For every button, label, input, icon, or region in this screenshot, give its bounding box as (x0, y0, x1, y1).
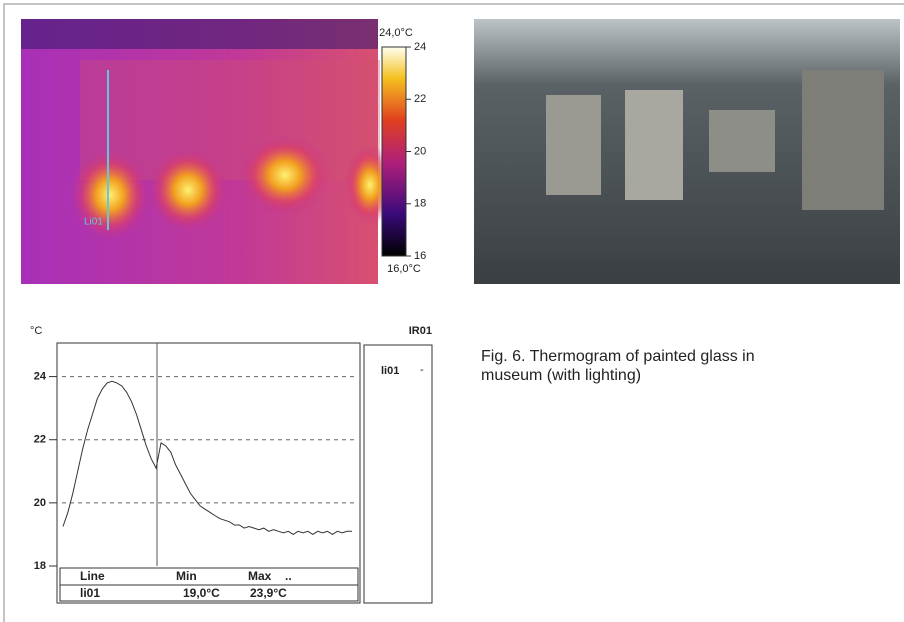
colorbar (381, 46, 407, 257)
table-header: Min (176, 569, 197, 583)
photo-panel (802, 70, 884, 210)
table-cell: li01 (80, 586, 100, 600)
y-tick-label: 18 (34, 560, 46, 572)
chart-frame (56, 342, 361, 604)
table-header: .. (285, 569, 292, 583)
hot-spot (240, 135, 330, 215)
legend-title: IR01 (409, 325, 432, 337)
colorbar-tick-label: 22 (414, 93, 426, 105)
caption: Fig. 6. Thermogram of painted glass in m… (481, 348, 755, 384)
table-header: Line (80, 569, 105, 583)
y-tick-label: 20 (34, 497, 46, 509)
table-cell: 19,0°C (183, 586, 220, 600)
legend-entry: li01 (381, 365, 399, 377)
hot-spot (148, 148, 228, 232)
photo-panel (625, 90, 683, 200)
hot-spot (70, 150, 150, 240)
colorbar-tick-label: 24 (414, 41, 426, 53)
colorbar-min: 16,0°C (387, 263, 421, 275)
legend-frame (363, 344, 433, 604)
y-tick-label: 22 (34, 434, 46, 446)
colorbar-tick-label: 18 (414, 198, 426, 210)
table-cell: 23,9°C (250, 586, 287, 600)
data-line (62, 380, 352, 535)
colorbar-tick-label: 16 (414, 250, 426, 262)
legend-marker: - (420, 364, 424, 376)
photo-panel (546, 95, 601, 195)
page-border (3, 3, 904, 622)
table-header: Max (248, 569, 272, 583)
line-label: Li01 (84, 217, 103, 228)
colorbar-tick-label: 20 (414, 145, 426, 157)
y-axis-label: °C (30, 325, 42, 337)
y-tick-label: 24 (34, 370, 47, 382)
colorbar-max: 24,0°C (379, 27, 413, 39)
photo-panel (709, 110, 775, 172)
thermogram-top (21, 19, 378, 49)
